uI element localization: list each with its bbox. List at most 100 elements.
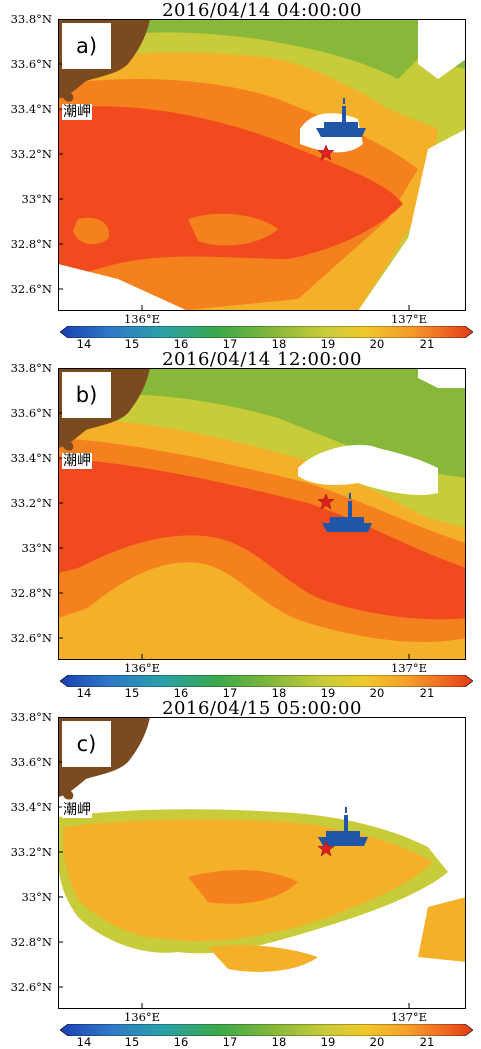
land-cape bbox=[62, 440, 74, 451]
colorbar-ticks: 14 15 16 17 18 19 20 21 bbox=[60, 338, 473, 350]
lat-tick-label: 33.2°N bbox=[10, 845, 52, 859]
latitude-axis: 33.8°N 33.6°N 33.4°N 33.2°N 33°N 32.8°N 32.6°N bbox=[0, 362, 56, 660]
lat-tick-label: 32.8°N bbox=[10, 586, 52, 600]
lat-tick-label: 33°N bbox=[21, 192, 52, 206]
panel-letter: c) bbox=[62, 721, 111, 767]
lat-tick-label: 33.6°N bbox=[10, 57, 52, 71]
colorbar-tick-label: 17 bbox=[222, 337, 238, 351]
map-panel-3: 2016/04/15 05:00:00 33.8°N 33.6°N 33.4°N 33… bbox=[0, 698, 481, 1048]
latitude-axis: 33.8°N 33.6°N 33.4°N 33.2°N 33°N 32.8°N 32.6°N bbox=[0, 711, 56, 1009]
sst-region-yellow bbox=[418, 897, 466, 962]
sst-map bbox=[58, 717, 466, 1009]
lat-tick-label: 33.4°N bbox=[10, 451, 52, 465]
lat-tick-label: 32.6°N bbox=[10, 282, 52, 296]
latitude-axis: 33.8°N 33.6°N 33.4°N 33.2°N 33°N 32.8°N 32.6°N bbox=[0, 13, 56, 311]
ship-deck bbox=[324, 122, 358, 128]
lat-tick-label: 33°N bbox=[21, 541, 52, 555]
sst-region-red bbox=[58, 458, 466, 620]
lat-tick-label: 33.6°N bbox=[10, 755, 52, 769]
ship-derrick bbox=[344, 815, 348, 837]
ship-hull bbox=[316, 128, 366, 137]
map-frame bbox=[58, 19, 466, 311]
panel-title: 2016/04/15 05:00:00 bbox=[162, 698, 362, 719]
colorbar bbox=[60, 326, 473, 338]
colorbar-tick-label: 17 bbox=[222, 686, 238, 700]
lat-tick-label: 33.4°N bbox=[10, 102, 52, 116]
colorbar-tick-label: 21 bbox=[419, 1035, 435, 1049]
colorbar-tick-label: 15 bbox=[124, 1035, 140, 1049]
colorbar-tick-label: 14 bbox=[76, 686, 92, 700]
colorbar-tick-label: 16 bbox=[173, 337, 189, 351]
lat-tick-label: 33.8°N bbox=[10, 361, 52, 375]
sst-map bbox=[58, 368, 466, 660]
place-name-label: 潮岬 bbox=[62, 453, 92, 469]
colorbar-ticks: 14 15 16 17 18 19 20 21 bbox=[60, 687, 473, 699]
map-frame bbox=[58, 368, 466, 660]
sst-region-orange-pool bbox=[188, 870, 298, 904]
lat-tick-label: 32.6°N bbox=[10, 980, 52, 994]
colorbar-ticks: 14 15 16 17 18 19 20 21 bbox=[60, 1036, 473, 1048]
ship-deck bbox=[326, 831, 360, 837]
lat-tick-label: 33.8°N bbox=[10, 12, 52, 26]
colorbar-tick-label: 19 bbox=[320, 1035, 336, 1049]
colorbar-tick-label: 19 bbox=[320, 337, 336, 351]
ship-icon bbox=[316, 98, 366, 137]
sst-region-red bbox=[58, 106, 403, 279]
lon-tick-137: 137°E bbox=[390, 312, 428, 326]
ship-derrick bbox=[342, 106, 346, 128]
panel-title: 2016/04/14 04:00:00 bbox=[162, 0, 362, 21]
panel-letter: b) bbox=[62, 372, 111, 418]
land-cape bbox=[62, 91, 74, 102]
colorbar-tick-label: 15 bbox=[124, 686, 140, 700]
ship-icon bbox=[322, 493, 372, 532]
sst-map bbox=[58, 19, 466, 311]
lon-tick-136: 136°E bbox=[123, 661, 161, 675]
red-star-icon bbox=[317, 840, 335, 857]
colorbar-tick-label: 16 bbox=[173, 686, 189, 700]
red-star-icon bbox=[317, 144, 335, 161]
colorbar-tick-label: 15 bbox=[124, 337, 140, 351]
lon-tick-136: 136°E bbox=[123, 1010, 161, 1024]
colorbar-gradient bbox=[60, 1024, 473, 1036]
ship-icon bbox=[318, 807, 368, 846]
colorbar-tick-label: 18 bbox=[271, 686, 287, 700]
sst-region-yellow bbox=[208, 945, 318, 972]
lat-tick-label: 33.2°N bbox=[10, 496, 52, 510]
colorbar-tick-label: 21 bbox=[419, 337, 435, 351]
sst-region-cloud bbox=[358, 169, 466, 311]
place-name-label: 潮岬 bbox=[62, 104, 92, 120]
colorbar-gradient bbox=[60, 675, 473, 687]
sst-region-cloud bbox=[298, 444, 438, 495]
colorbar-tick-label: 18 bbox=[271, 337, 287, 351]
colorbar-tick-label: 18 bbox=[271, 1035, 287, 1049]
colorbar-tick-label: 16 bbox=[173, 1035, 189, 1049]
ship-hull bbox=[322, 523, 372, 532]
colorbar-gradient bbox=[60, 326, 473, 338]
colorbar-tick-label: 20 bbox=[369, 686, 385, 700]
colorbar bbox=[60, 1024, 473, 1036]
map-panel-1: 2016/04/14 04:00:00 33.8°N 33.6°N 33.4°N 33… bbox=[0, 0, 481, 350]
sst-region-cloud bbox=[418, 368, 466, 388]
colorbar-tick-label: 14 bbox=[76, 1035, 92, 1049]
sst-region-orange-pool bbox=[188, 213, 278, 246]
colorbar-tick-label: 14 bbox=[76, 337, 92, 351]
lat-tick-label: 33.2°N bbox=[10, 147, 52, 161]
colorbar-tick-label: 21 bbox=[419, 686, 435, 700]
ship-hull bbox=[318, 837, 368, 846]
lat-tick-label: 33°N bbox=[21, 890, 52, 904]
lat-tick-label: 33.6°N bbox=[10, 406, 52, 420]
panel-letter: a) bbox=[62, 23, 111, 69]
map-panel-2: 2016/04/14 12:00:00 33.8°N 33.6°N 33.4°N 33… bbox=[0, 349, 481, 699]
land-cape bbox=[62, 789, 74, 800]
map-frame bbox=[58, 717, 466, 1009]
ship-derrick bbox=[348, 501, 352, 523]
colorbar-tick-label: 17 bbox=[222, 1035, 238, 1049]
sst-region-cloud bbox=[418, 19, 466, 79]
sst-region-cloud bbox=[58, 264, 188, 311]
colorbar-tick-label: 20 bbox=[369, 337, 385, 351]
lat-tick-label: 32.8°N bbox=[10, 237, 52, 251]
panel-title: 2016/04/14 12:00:00 bbox=[162, 349, 362, 370]
ship-deck bbox=[330, 517, 364, 523]
colorbar-tick-label: 19 bbox=[320, 686, 336, 700]
place-name-label: 潮岬 bbox=[62, 802, 92, 818]
